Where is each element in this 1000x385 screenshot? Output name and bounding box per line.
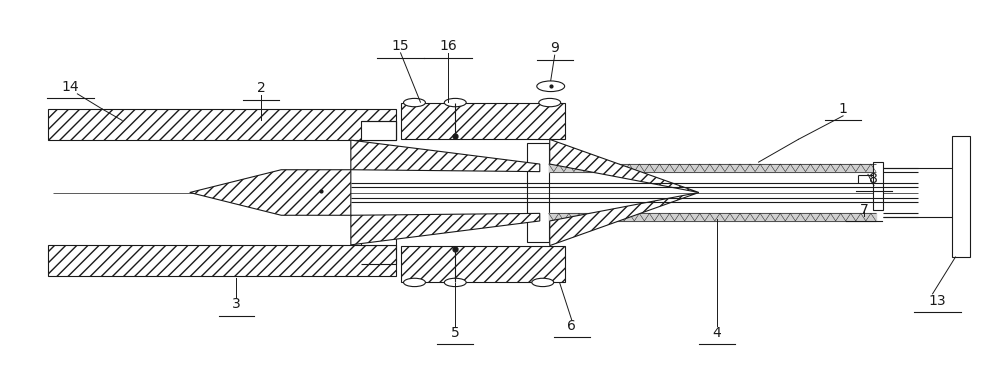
Circle shape xyxy=(539,99,561,107)
Bar xyxy=(48,245,396,276)
Text: 13: 13 xyxy=(929,294,946,308)
Polygon shape xyxy=(351,213,540,245)
Text: 2: 2 xyxy=(257,81,266,95)
Circle shape xyxy=(404,99,425,107)
Text: 14: 14 xyxy=(62,80,79,94)
Text: 9: 9 xyxy=(550,41,559,55)
Bar xyxy=(48,109,396,140)
Text: 16: 16 xyxy=(439,39,457,54)
Text: 4: 4 xyxy=(712,326,721,340)
Polygon shape xyxy=(550,139,699,192)
Bar xyxy=(873,162,883,209)
Polygon shape xyxy=(549,213,876,221)
Bar xyxy=(527,143,549,242)
Text: 6: 6 xyxy=(567,319,576,333)
Text: 3: 3 xyxy=(232,298,241,311)
Polygon shape xyxy=(549,164,876,172)
Circle shape xyxy=(404,278,425,286)
Circle shape xyxy=(537,81,565,92)
Bar xyxy=(401,246,565,282)
Polygon shape xyxy=(190,170,351,215)
Text: 5: 5 xyxy=(451,326,460,340)
Bar xyxy=(361,121,396,140)
Circle shape xyxy=(444,99,466,107)
Text: 1: 1 xyxy=(839,102,848,116)
Bar xyxy=(952,136,970,257)
Circle shape xyxy=(532,278,554,286)
Bar xyxy=(401,103,565,139)
Polygon shape xyxy=(351,140,540,172)
Text: 7: 7 xyxy=(860,203,868,217)
Bar xyxy=(361,226,396,245)
Text: 8: 8 xyxy=(869,172,878,186)
Polygon shape xyxy=(550,192,699,246)
Circle shape xyxy=(444,278,466,286)
Text: 15: 15 xyxy=(392,39,409,54)
